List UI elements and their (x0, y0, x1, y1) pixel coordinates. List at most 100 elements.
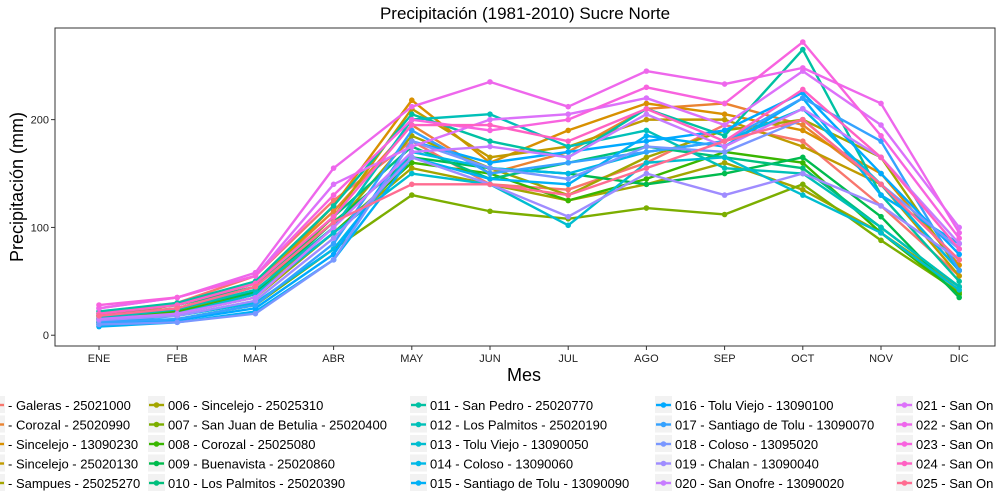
legend-key-point (153, 402, 160, 408)
data-point (721, 159, 728, 166)
legend-item: 006 - Sincelejo - 25025310 (148, 396, 323, 413)
legend-label: 023 - San On (916, 437, 993, 452)
series-line (98, 107, 961, 321)
data-point (643, 127, 650, 134)
data-point (800, 192, 806, 198)
x-tick-label: OCT (791, 353, 815, 365)
y-tick-label: 0 (43, 330, 49, 342)
y-axis: 0 100 200 (31, 115, 55, 342)
legend-label: 024 - San On (916, 457, 993, 472)
x-tick-label: FEB (166, 353, 187, 365)
data-point (330, 165, 337, 171)
data-point (565, 127, 571, 134)
data-point (800, 46, 806, 53)
data-point (330, 203, 337, 209)
data-point (409, 122, 415, 128)
legend-key-point (660, 402, 667, 408)
series-line (98, 88, 961, 315)
data-point (643, 95, 650, 101)
legend-key-point (415, 480, 422, 486)
data-point (409, 192, 415, 198)
data-point (721, 143, 728, 150)
legend-item: 015 - Santiago de Tolu - 13090090 (410, 474, 629, 491)
x-tick-label: MAR (243, 353, 268, 365)
data-point (643, 165, 650, 171)
data-point (409, 170, 415, 177)
data-point (409, 165, 415, 171)
legend-item: 023 - San On (896, 435, 993, 452)
data-point (721, 192, 728, 198)
data-point (956, 256, 962, 263)
legend-key-point (901, 441, 908, 447)
data-point (409, 127, 415, 134)
data-point (721, 165, 728, 171)
data-point (565, 222, 571, 229)
data-point (800, 95, 806, 101)
data-point (409, 159, 415, 166)
data-point (878, 181, 884, 188)
data-point (643, 170, 650, 177)
data-point (721, 111, 728, 118)
y-tick-label: 200 (31, 115, 49, 127)
data-point (252, 310, 259, 317)
legend-item: - Corozal - 25020990 (0, 415, 130, 433)
data-point (800, 127, 806, 134)
data-point (721, 127, 728, 134)
legend-label: 017 - Santiago de Tolu - 13090070 (675, 418, 874, 433)
data-point (643, 159, 650, 166)
x-tick-label: JUN (479, 353, 500, 365)
series-22 (96, 65, 962, 312)
data-point (878, 203, 884, 209)
data-point (330, 213, 337, 220)
data-point (800, 159, 806, 166)
legend-key-point (660, 441, 667, 447)
series-17 (96, 95, 962, 326)
data-point (643, 84, 650, 91)
data-point (800, 65, 806, 71)
data-point (878, 170, 884, 177)
legend-label: 025 - San On (916, 476, 993, 491)
legend-label: 009 - Buenavista - 25020860 (168, 457, 335, 472)
data-point (409, 103, 415, 110)
data-point (800, 106, 806, 112)
data-point (565, 149, 571, 155)
data-point (643, 116, 650, 123)
legend-key-point (901, 460, 908, 467)
x-tick-label: MAY (400, 353, 424, 365)
series-line (98, 96, 960, 328)
data-point (409, 111, 415, 118)
data-point (800, 39, 806, 45)
legend-key-point (153, 441, 160, 447)
data-point (174, 294, 180, 301)
legend-item: 020 - San Onofre - 13090020 (655, 474, 844, 491)
data-point (252, 294, 259, 301)
data-point (800, 122, 806, 128)
data-point (878, 154, 884, 161)
data-point (643, 149, 650, 155)
legend-key-point (901, 402, 908, 408)
legend-key-point (415, 421, 422, 428)
data-point (800, 165, 806, 171)
legend: - Galeras - 25021000 - Corozal - 25020990… (0, 396, 993, 491)
series-line (98, 156, 960, 322)
data-point (721, 211, 728, 218)
data-point (800, 186, 806, 193)
data-point (643, 132, 650, 139)
legend-label: 019 - Chalan - 13090040 (675, 457, 819, 472)
series-25 (96, 116, 962, 319)
data-point (330, 181, 337, 188)
data-point (721, 170, 728, 177)
data-point (330, 224, 337, 231)
legend-key-point (153, 480, 160, 486)
x-tick-label: SEP (714, 353, 736, 365)
legend-item: 008 - Corozal - 25025080 (148, 435, 315, 452)
x-tick-label: NOV (869, 353, 894, 365)
data-point (409, 138, 415, 144)
data-point (956, 235, 962, 242)
data-point (487, 181, 493, 188)
data-point (643, 181, 650, 188)
data-point (565, 186, 571, 193)
x-axis-title: Mes (507, 365, 541, 385)
data-point (721, 138, 728, 144)
legend-label: 006 - Sincelejo - 25025310 (168, 398, 323, 413)
